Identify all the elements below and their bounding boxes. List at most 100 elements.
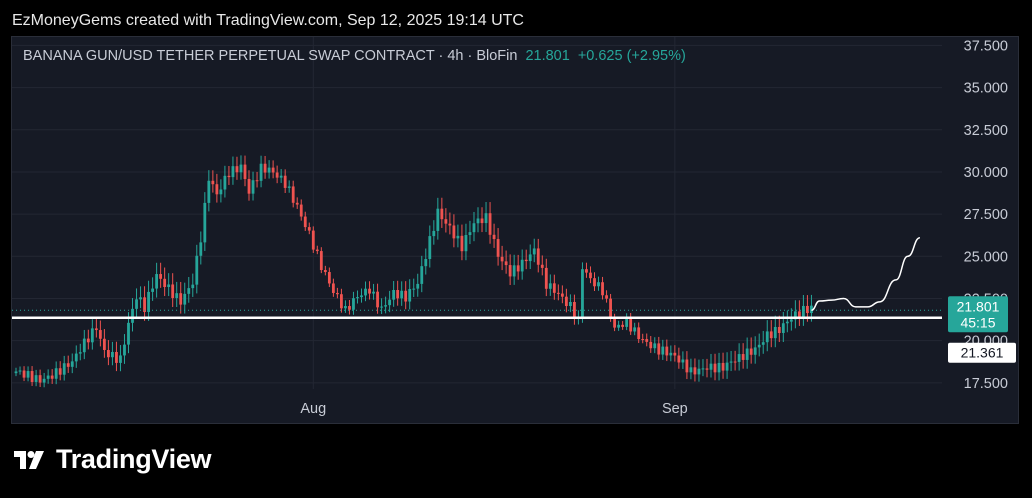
candle-body (665, 346, 669, 356)
candle-body (263, 163, 267, 173)
candle-body (46, 375, 50, 379)
candle-body (789, 319, 793, 322)
candle-body (404, 290, 408, 302)
candle-body (757, 344, 761, 348)
candle-body (556, 292, 560, 294)
candle-body (601, 282, 604, 296)
candle-body (159, 274, 163, 279)
candle-body (793, 311, 797, 320)
candle-body (749, 348, 753, 355)
candle-body (135, 299, 138, 309)
candle-body (468, 232, 472, 236)
countdown-label: 45:15 (960, 314, 995, 330)
candle-body (568, 301, 572, 307)
candle-body (617, 324, 621, 328)
candle-body (460, 235, 464, 252)
candle-body (86, 338, 90, 343)
candle-body (183, 293, 187, 305)
candle-body (701, 368, 705, 370)
candle-body (653, 343, 657, 349)
candle-body (729, 361, 733, 363)
candle-body (167, 284, 171, 288)
candle-body (524, 259, 528, 262)
candle-body (657, 343, 661, 355)
candle-body (127, 322, 130, 345)
candle-body (693, 367, 697, 375)
candle-body (303, 216, 307, 228)
candle-body (552, 283, 556, 293)
chart-panel[interactable]: 17.50020.00022.50025.00027.50030.00032.5… (11, 36, 1019, 424)
candle-body (528, 254, 532, 262)
candle-body (70, 361, 74, 367)
candle-body (573, 301, 576, 319)
level-price-label-box (948, 342, 1016, 363)
candle-body (717, 362, 721, 373)
candle-body (560, 293, 564, 297)
candle-body (741, 354, 745, 360)
price-chart[interactable]: 17.50020.00022.50025.00027.50030.00032.5… (12, 37, 1019, 424)
x-axis-tick-label: Aug (300, 401, 326, 417)
candle-body (291, 186, 295, 203)
candle-body (66, 363, 70, 367)
candle-body (259, 163, 263, 181)
candle-body (123, 344, 126, 356)
candle-body (215, 184, 219, 195)
candle-body (681, 359, 685, 363)
candle-body (30, 371, 34, 382)
y-axis-tick-label: 32.500 (964, 123, 1008, 139)
candle-body (609, 298, 612, 319)
candle-body (769, 331, 773, 339)
y-axis-tick-label: 30.000 (964, 165, 1008, 181)
candle-body (340, 294, 343, 309)
candle-body (621, 324, 625, 327)
candle-body (440, 208, 444, 220)
candle-body (536, 248, 540, 265)
candle-body (171, 284, 175, 298)
candle-body (564, 296, 568, 307)
candle-body (697, 368, 701, 375)
candle-body (512, 265, 516, 277)
candle-body (247, 179, 251, 194)
candle-body (448, 223, 452, 226)
candle-body (444, 219, 448, 224)
candle-body (360, 295, 363, 298)
candle-body (753, 347, 757, 355)
candle-body (143, 297, 146, 312)
candle-body (348, 306, 351, 310)
candle-body (311, 230, 315, 250)
candle-body (239, 164, 243, 173)
candle-body (721, 362, 725, 371)
candle-body (677, 355, 681, 363)
candle-body (14, 371, 18, 374)
candle-body (34, 375, 38, 382)
candle-body (725, 362, 729, 371)
candle-body (733, 361, 737, 363)
candle-body (319, 251, 323, 271)
candle-body (179, 293, 183, 305)
candle-body (372, 291, 375, 294)
candle-body (147, 291, 150, 312)
candle-body (364, 288, 367, 296)
candle-body (436, 208, 440, 231)
candle-body (111, 351, 114, 358)
candle-body (38, 375, 42, 383)
candle-body (50, 375, 54, 379)
candle-body (187, 288, 191, 294)
candle-body (806, 305, 809, 314)
candle-body (532, 248, 536, 255)
candle-body (520, 259, 524, 272)
candle-body (593, 278, 596, 287)
candle-body (585, 269, 588, 273)
candle-body (356, 297, 359, 299)
candle-body (211, 180, 215, 185)
candle-body (649, 341, 653, 349)
candle-body (801, 305, 805, 318)
candle-body (163, 278, 167, 288)
candle-body (243, 164, 247, 180)
candle-body (344, 306, 347, 309)
candle-body (223, 175, 227, 190)
candle-body (396, 289, 400, 299)
candle-body (408, 289, 412, 302)
candle-body (661, 346, 665, 355)
candle-body (231, 166, 235, 178)
